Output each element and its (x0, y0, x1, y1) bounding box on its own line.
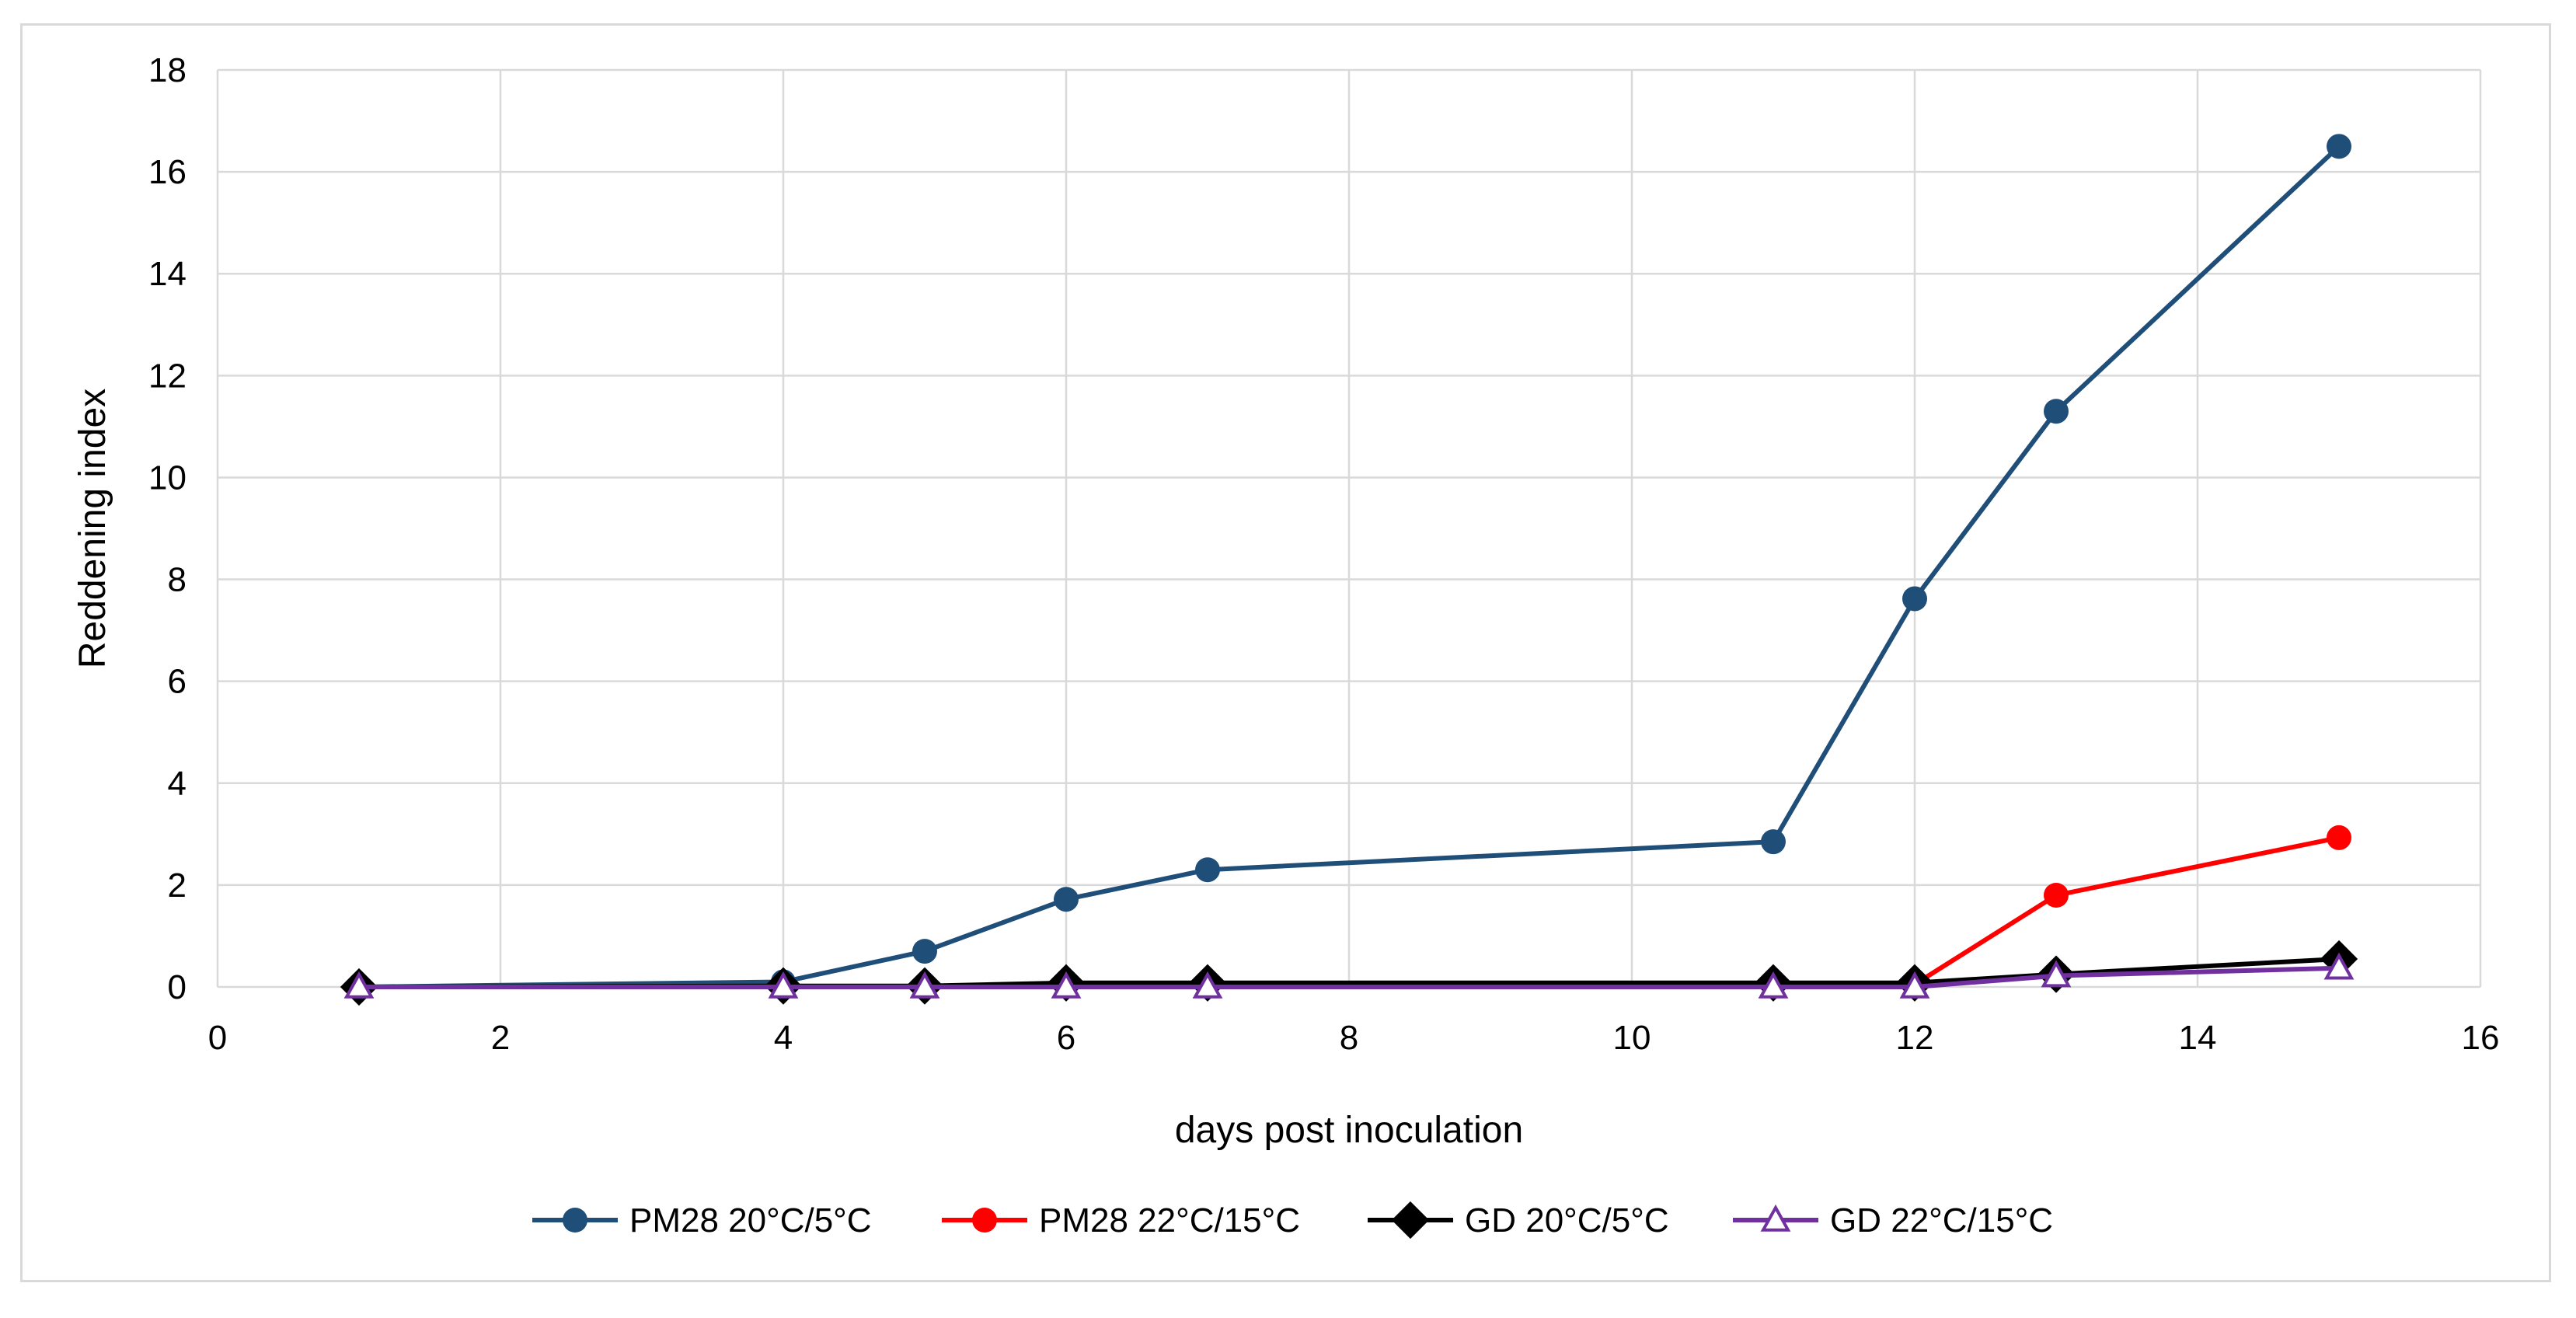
y-tick-label: 10 (148, 459, 186, 497)
data-point (1195, 857, 1220, 883)
y-tick-label: 18 (148, 51, 186, 89)
legend-item-4: GD 22°C/15°C (1733, 1201, 2053, 1240)
legend-label: PM28 22°C/15°C (1039, 1201, 1300, 1240)
y-axis-title: Reddening index (72, 389, 113, 668)
series (340, 134, 2358, 1006)
x-tick-label: 6 (1057, 1019, 1075, 1057)
y-tick-label: 8 (168, 561, 186, 599)
x-tick-label: 0 (208, 1019, 227, 1057)
x-tick-label: 4 (774, 1019, 793, 1057)
y-tick-label: 14 (148, 255, 186, 293)
data-point (2041, 960, 2072, 988)
x-tick-label: 2 (491, 1019, 510, 1057)
x-tick-label: 10 (1613, 1019, 1651, 1057)
gridlines (216, 68, 2482, 988)
data-point (1899, 971, 1930, 999)
data-point (1051, 971, 1082, 999)
y-tick-label: 4 (168, 765, 186, 803)
y-tick-label: 6 (168, 663, 186, 701)
axis-ticks: 0 2 4 6 8 10 12 14 16 0 2 4 6 8 10 12 14 16 18 (148, 51, 2499, 1057)
data-point (1761, 829, 1786, 855)
data-point (2044, 883, 2069, 908)
data-point (912, 939, 937, 964)
data-point (2323, 952, 2355, 980)
series-4 (343, 952, 2355, 999)
data-point (2327, 825, 2351, 850)
legend-item-2: PM28 22°C/15°C (942, 1201, 1300, 1240)
x-tick-label: 14 (2179, 1019, 2217, 1057)
data-point (1192, 971, 1223, 999)
y-tick-label: 0 (168, 968, 186, 1006)
y-tick-label: 12 (148, 357, 186, 395)
data-point (2327, 134, 2351, 159)
data-point (768, 971, 799, 999)
legend-marker (563, 1208, 587, 1233)
legend-marker (972, 1208, 997, 1233)
x-tick-label: 12 (1896, 1019, 1934, 1057)
x-axis-title: days post inoculation (1175, 1110, 1523, 1151)
y-tick-label: 2 (168, 866, 186, 905)
data-point (343, 971, 375, 999)
legend-marker (1760, 1204, 1791, 1232)
legend: PM28 20°C/5°C PM28 22°C/15°C GD 20°C/5°C GD… (532, 1201, 2053, 1240)
x-tick-label: 16 (2462, 1019, 2500, 1057)
data-point (1758, 971, 1789, 999)
data-point (909, 971, 940, 999)
y-tick-label: 16 (148, 153, 186, 191)
x-tick-label: 8 (1340, 1019, 1358, 1057)
legend-item-3: GD 20°C/5°C (1368, 1201, 1669, 1240)
legend-marker (1391, 1201, 1430, 1240)
data-point (2044, 399, 2069, 424)
data-point (1054, 887, 1079, 912)
legend-label: GD 22°C/15°C (1830, 1201, 2053, 1240)
legend-label: GD 20°C/5°C (1465, 1201, 1669, 1240)
chart-frame (20, 23, 2551, 1282)
data-point (1902, 586, 1927, 612)
legend-item-1: PM28 20°C/5°C (532, 1201, 872, 1240)
legend-label: PM28 20°C/5°C (629, 1201, 872, 1240)
